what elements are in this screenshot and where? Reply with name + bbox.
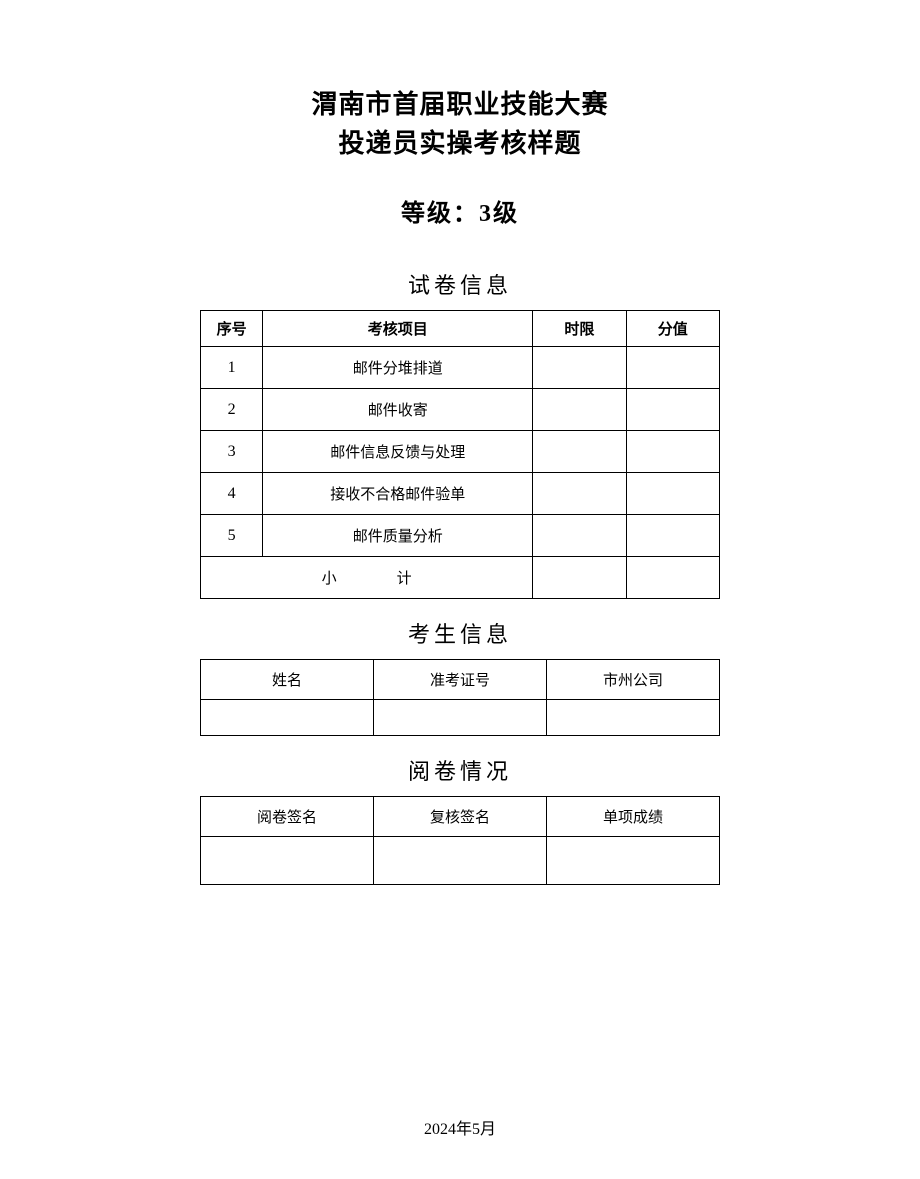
header-time: 时限	[533, 311, 626, 347]
cell-ticket	[374, 700, 547, 736]
header-checker: 复核签名	[374, 797, 547, 837]
section-exam-info-title: 试卷信息	[200, 268, 720, 300]
section-review-info-title: 阅卷情况	[200, 754, 720, 786]
level-value: 3级	[479, 201, 519, 227]
table-header-row: 阅卷签名 复核签名 单项成绩	[201, 797, 720, 837]
cell-score	[626, 515, 719, 557]
cell-score	[547, 837, 720, 885]
cell-name	[201, 700, 374, 736]
header-name: 姓名	[201, 660, 374, 700]
table-subtotal-row: 小计	[201, 557, 720, 599]
header-ticket: 准考证号	[374, 660, 547, 700]
cell-item: 接收不合格邮件验单	[263, 473, 533, 515]
cell-item: 邮件分堆排道	[263, 347, 533, 389]
header-company: 市州公司	[547, 660, 720, 700]
cell-time	[533, 473, 626, 515]
review-info-table: 阅卷签名 复核签名 单项成绩	[200, 796, 720, 885]
cell-item: 邮件信息反馈与处理	[263, 431, 533, 473]
title-block: 渭南市首届职业技能大赛 投递员实操考核样题 等级：3级	[200, 85, 720, 228]
table-row: 2 邮件收寄	[201, 389, 720, 431]
table-row: 3 邮件信息反馈与处理	[201, 431, 720, 473]
cell-score	[626, 473, 719, 515]
cell-company	[547, 700, 720, 736]
exam-cover-page: 渭南市首届职业技能大赛 投递员实操考核样题 等级：3级 试卷信息 序号 考核项目…	[150, 0, 770, 1179]
cell-seq: 3	[201, 431, 263, 473]
table-header-row: 姓名 准考证号 市州公司	[201, 660, 720, 700]
level-line: 等级：3级	[200, 193, 720, 228]
cell-subtotal-score	[626, 557, 719, 599]
cell-checker	[374, 837, 547, 885]
header-score: 单项成绩	[547, 797, 720, 837]
table-row: 5 邮件质量分析	[201, 515, 720, 557]
cell-seq: 5	[201, 515, 263, 557]
exam-info-table: 序号 考核项目 时限 分值 1 邮件分堆排道 2 邮件收寄 3 邮件信息反馈与处…	[200, 310, 720, 599]
cell-time	[533, 515, 626, 557]
header-reviewer: 阅卷签名	[201, 797, 374, 837]
header-item: 考核项目	[263, 311, 533, 347]
table-row	[201, 700, 720, 736]
cell-subtotal-label: 小计	[201, 557, 533, 599]
footer-date: 2024年5月	[200, 1115, 720, 1139]
cell-item: 邮件收寄	[263, 389, 533, 431]
table-row	[201, 837, 720, 885]
cell-seq: 2	[201, 389, 263, 431]
cell-time	[533, 389, 626, 431]
title-line-1: 渭南市首届职业技能大赛	[200, 85, 720, 124]
cell-time	[533, 431, 626, 473]
header-score: 分值	[626, 311, 719, 347]
table-header-row: 序号 考核项目 时限 分值	[201, 311, 720, 347]
cell-score	[626, 431, 719, 473]
cell-score	[626, 389, 719, 431]
cell-item: 邮件质量分析	[263, 515, 533, 557]
level-label: 等级：	[401, 201, 479, 227]
header-seq: 序号	[201, 311, 263, 347]
title-line-2: 投递员实操考核样题	[200, 124, 720, 163]
cell-seq: 4	[201, 473, 263, 515]
cell-seq: 1	[201, 347, 263, 389]
candidate-info-table: 姓名 准考证号 市州公司	[200, 659, 720, 736]
table-row: 4 接收不合格邮件验单	[201, 473, 720, 515]
cell-subtotal-time	[533, 557, 626, 599]
cell-score	[626, 347, 719, 389]
section-candidate-info-title: 考生信息	[200, 617, 720, 649]
table-row: 1 邮件分堆排道	[201, 347, 720, 389]
cell-time	[533, 347, 626, 389]
cell-reviewer	[201, 837, 374, 885]
